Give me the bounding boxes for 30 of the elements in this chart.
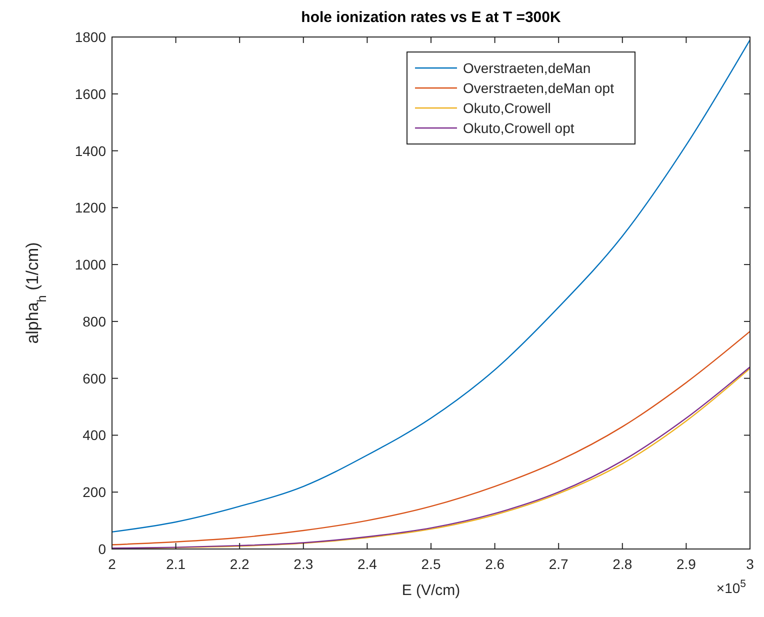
x-tick-label: 2.4 [357, 556, 378, 572]
y-tick-label: 1400 [74, 142, 106, 159]
line-series [111, 39, 751, 533]
y-tick-label: 600 [82, 370, 106, 386]
y-tick-label: 1000 [74, 256, 106, 273]
legend-label: Overstraeten,deMan [463, 60, 591, 76]
y-tick-label: 1600 [74, 86, 106, 102]
legend-label: Okuto,Crowell opt [463, 120, 574, 136]
x-tick-label: 2.8 [612, 556, 632, 572]
x-tick-label: 2.2 [230, 556, 250, 572]
legend-label: Okuto,Crowell [463, 100, 551, 116]
y-tick-label: 400 [82, 427, 106, 444]
x-tick-label: 2.5 [421, 556, 441, 572]
y-tick-label: 200 [82, 484, 106, 500]
y-tick-label: 0 [98, 541, 106, 557]
chart-title: hole ionization rates vs E at T =300K [301, 9, 561, 26]
y-tick-label: 1800 [74, 29, 106, 45]
line-series [111, 330, 751, 546]
x-tick-label: 2.7 [548, 556, 569, 572]
text: ×10$^{5}$ [716, 578, 746, 596]
x-tick-label: 2.3 [294, 556, 314, 572]
y-tick-label: 1200 [74, 200, 106, 216]
x-axis-title: E (V/cm) [402, 582, 460, 599]
legend-label: Overstraeten,deMan opt [463, 80, 614, 96]
x-tick-label: 2.9 [676, 556, 696, 572]
x-tick-label: 3 [746, 556, 754, 572]
x-tick-label: 2.6 [485, 556, 505, 572]
y-tick-label: 800 [82, 313, 106, 330]
x-tick-label: 2 [108, 556, 116, 572]
x-tick-label: 2.1 [166, 556, 186, 572]
